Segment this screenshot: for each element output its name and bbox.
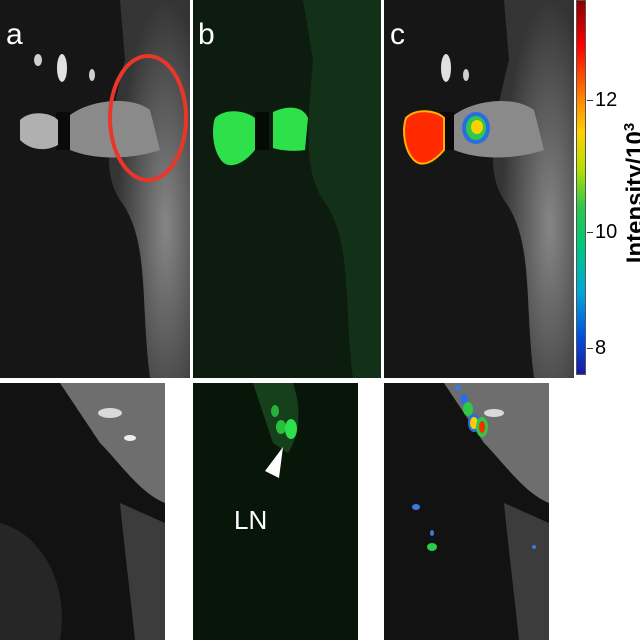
panel-label-b: b — [198, 18, 215, 51]
panel-b-top — [193, 0, 381, 378]
colorbar — [576, 0, 586, 375]
colorbar-tick-10 — [587, 232, 593, 233]
lymph-node-label: LN — [234, 505, 268, 535]
panel-b-bottom — [193, 383, 358, 640]
highlight-circle — [108, 54, 188, 182]
panel-c-bottom — [384, 383, 549, 640]
colorbar-tick-label-10: 10 — [595, 221, 618, 243]
panel-label-c: c — [390, 18, 405, 51]
colorbar-tick-label-8: 8 — [595, 337, 607, 359]
colorbar-tick-8 — [587, 348, 593, 349]
panel-b-bottom-image — [193, 383, 358, 640]
arrowhead-icon — [265, 447, 283, 478]
panel-c-top-image — [384, 0, 574, 378]
colorbar-title: Intensity/103 — [615, 83, 640, 303]
colorbar-tick-label-12: 12 — [595, 89, 618, 111]
panel-c-bottom-image — [384, 383, 549, 640]
colorbar-tick-12 — [587, 100, 593, 101]
panel-c-top — [384, 0, 574, 378]
colorbar-title-text: Intensity/10 — [622, 131, 640, 264]
panel-a-top-image — [0, 0, 190, 378]
panel-a-bottom — [0, 383, 165, 640]
panel-label-a: a — [6, 18, 23, 51]
panel-b-top-image — [193, 0, 381, 378]
colorbar-title-exponent: 3 — [621, 122, 638, 132]
panel-a-bottom-image — [0, 383, 165, 640]
panel-a-top — [0, 0, 190, 378]
